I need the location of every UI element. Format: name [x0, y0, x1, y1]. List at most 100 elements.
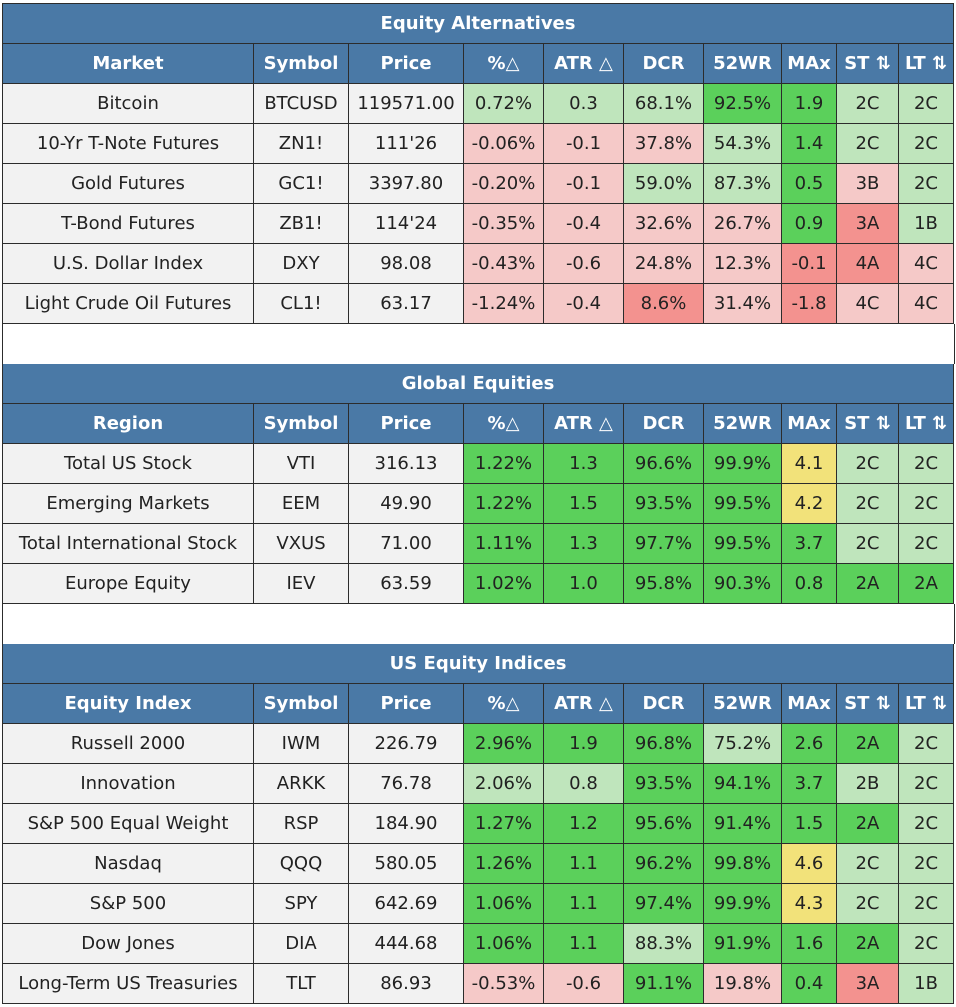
cell-st: 3A [836, 203, 899, 244]
cell-pct-change: -0.53% [463, 963, 544, 1004]
cell-pct-change: -0.43% [463, 243, 544, 284]
cell-symbol: CL1! [253, 283, 349, 324]
column-header-max[interactable]: MAx [781, 43, 837, 84]
column-header-52wr[interactable]: 52WR [703, 683, 782, 724]
cell-atr-change: -0.1 [543, 163, 624, 204]
cell-st: 2A [836, 803, 899, 844]
cell-dcr: 88.3% [623, 923, 704, 964]
table-row: Total US Stock VTI 316.13 1.22% 1.3 96.6% 99.9… [2, 443, 955, 484]
cell-st: 2C [836, 83, 899, 124]
column-header-dcr[interactable]: DCR [623, 683, 704, 724]
column-header-price[interactable]: Price [348, 43, 464, 84]
cell-market: Long-Term US Treasuries [2, 963, 254, 1004]
cell-dcr: 59.0% [623, 163, 704, 204]
cell-symbol: IWM [253, 723, 349, 764]
table-row: Long-Term US Treasuries TLT 86.93 -0.53% -0.… [2, 963, 955, 1004]
column-header-dcr[interactable]: DCR [623, 43, 704, 84]
cell-lt: 1B [897, 203, 955, 244]
column-header-dcr[interactable]: DCR [623, 403, 704, 444]
cell-symbol: BTCUSD [253, 83, 349, 124]
cell-pct-change: 1.06% [463, 883, 544, 924]
cell-pct-change: -0.06% [463, 123, 544, 164]
column-header-pct-change[interactable]: %△ [463, 403, 544, 444]
cell-symbol: EEM [253, 483, 349, 524]
cell-atr-change: -0.4 [543, 203, 624, 244]
table-row: Bitcoin BTCUSD 119571.00 0.72% 0.3 68.1% 92.5%… [2, 83, 955, 124]
column-header-lt[interactable]: LT ⇅ [897, 43, 955, 84]
table-row: Total International Stock VXUS 71.00 1.11% 1… [2, 523, 955, 564]
cell-max: 1.6 [781, 923, 837, 964]
cell-symbol: VXUS [253, 523, 349, 564]
cell-lt: 2C [897, 803, 955, 844]
cell-price: 580.05 [348, 843, 464, 884]
cell-st: 2A [836, 563, 899, 604]
header-row: Region Symbol Price %△ ATR △ DCR 52WR MAx ST ⇅ LT… [2, 403, 955, 444]
column-header-price[interactable]: Price [348, 683, 464, 724]
column-header-max[interactable]: MAx [781, 403, 837, 444]
cell-max: 0.9 [781, 203, 837, 244]
cell-st: 4C [836, 283, 899, 324]
section-spacer [2, 604, 955, 644]
cell-max: 1.4 [781, 123, 837, 164]
cell-price: 226.79 [348, 723, 464, 764]
cell-52wr: 94.1% [703, 763, 782, 804]
column-header-price[interactable]: Price [348, 403, 464, 444]
column-header-market[interactable]: Equity Index [2, 683, 254, 724]
column-header-atr-change[interactable]: ATR △ [543, 43, 624, 84]
column-header-atr-change[interactable]: ATR △ [543, 403, 624, 444]
cell-market: Gold Futures [2, 163, 254, 204]
cell-dcr: 96.6% [623, 443, 704, 484]
cell-pct-change: 1.06% [463, 923, 544, 964]
cell-pct-change: -1.24% [463, 283, 544, 324]
cell-market: 10-Yr T-Note Futures [2, 123, 254, 164]
cell-atr-change: -0.6 [543, 963, 624, 1004]
header-row: Equity Index Symbol Price %△ ATR △ DCR 52WR MAx… [2, 683, 955, 724]
cell-atr-change: 0.8 [543, 763, 624, 804]
cell-atr-change: 1.0 [543, 563, 624, 604]
cell-52wr: 99.9% [703, 443, 782, 484]
cell-lt: 2C [897, 923, 955, 964]
cell-pct-change: 1.27% [463, 803, 544, 844]
column-header-52wr[interactable]: 52WR [703, 43, 782, 84]
cell-lt: 2C [897, 843, 955, 884]
cell-market: Total US Stock [2, 443, 254, 484]
column-header-market[interactable]: Region [2, 403, 254, 444]
cell-pct-change: 1.11% [463, 523, 544, 564]
cell-lt: 2A [897, 563, 955, 604]
table-row: Emerging Markets EEM 49.90 1.22% 1.5 93.5% 99.… [2, 483, 955, 524]
cell-max: 2.6 [781, 723, 837, 764]
cell-max: 3.7 [781, 763, 837, 804]
column-header-atr-change[interactable]: ATR △ [543, 683, 624, 724]
cell-atr-change: 1.3 [543, 443, 624, 484]
column-header-52wr[interactable]: 52WR [703, 403, 782, 444]
column-header-symbol[interactable]: Symbol [253, 403, 349, 444]
column-header-market[interactable]: Market [2, 43, 254, 84]
cell-market: Light Crude Oil Futures [2, 283, 254, 324]
column-header-pct-change[interactable]: %△ [463, 683, 544, 724]
section-title: US Equity Indices [1, 643, 955, 684]
column-header-symbol[interactable]: Symbol [253, 43, 349, 84]
column-header-lt[interactable]: LT ⇅ [897, 403, 955, 444]
column-header-pct-change[interactable]: %△ [463, 43, 544, 84]
column-header-symbol[interactable]: Symbol [253, 683, 349, 724]
cell-lt: 4C [897, 243, 955, 284]
cell-52wr: 99.5% [703, 523, 782, 564]
cell-price: 71.00 [348, 523, 464, 564]
cell-lt: 2C [897, 163, 955, 204]
cell-max: 1.5 [781, 803, 837, 844]
cell-atr-change: 1.3 [543, 523, 624, 564]
cell-market: U.S. Dollar Index [2, 243, 254, 284]
cell-lt: 4C [897, 283, 955, 324]
column-header-lt[interactable]: LT ⇅ [897, 683, 955, 724]
cell-dcr: 96.8% [623, 723, 704, 764]
cell-dcr: 97.4% [623, 883, 704, 924]
cell-lt: 2C [897, 883, 955, 924]
cell-market: Bitcoin [2, 83, 254, 124]
column-header-max[interactable]: MAx [781, 683, 837, 724]
cell-st: 4A [836, 243, 899, 284]
column-header-st[interactable]: ST ⇅ [836, 403, 899, 444]
cell-market: Emerging Markets [2, 483, 254, 524]
column-header-st[interactable]: ST ⇅ [836, 683, 899, 724]
column-header-st[interactable]: ST ⇅ [836, 43, 899, 84]
